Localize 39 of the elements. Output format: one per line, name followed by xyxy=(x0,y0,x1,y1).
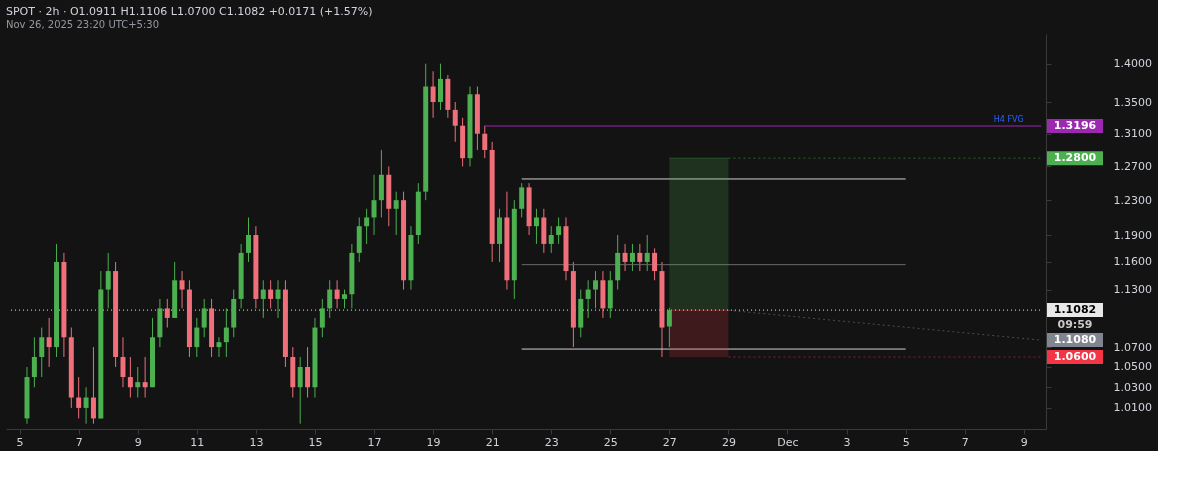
chart-subtitle: Nov 26, 2025 23:20 UTC+5:30 xyxy=(6,19,160,30)
x-tick-label: 25 xyxy=(603,435,618,449)
y-tick-label: 1.3500 xyxy=(1113,95,1152,109)
y-tick-label: 1.0300 xyxy=(1113,380,1152,394)
x-tick-label: Dec xyxy=(777,435,799,449)
annotation: 1.0600 xyxy=(1053,349,1097,363)
x-tick-label: 27 xyxy=(662,435,677,449)
x-tick-label: 29 xyxy=(721,435,736,449)
x-tick-label: 3 xyxy=(843,435,851,449)
x-tick-label: 21 xyxy=(485,435,500,449)
x-tick-label: 9 xyxy=(134,435,142,449)
y-tick-label: 1.0500 xyxy=(1113,360,1152,374)
x-tick-label: 9 xyxy=(1020,435,1028,449)
x-tick-label: 7 xyxy=(961,435,969,449)
y-tick-label: 1.0700 xyxy=(1113,340,1152,354)
y-tick-label: 1.1300 xyxy=(1113,283,1152,297)
annotation: H4 FVG xyxy=(993,115,1024,125)
y-tick-label: 1.1900 xyxy=(1113,228,1152,242)
y-tick-label: 1.0100 xyxy=(1113,401,1152,415)
x-tick-label: 23 xyxy=(544,435,559,449)
x-tick-label: 19 xyxy=(426,435,441,449)
x-tick-label: 5 xyxy=(902,435,910,449)
x-tick-label: 13 xyxy=(249,435,264,449)
annotation: 1.3196 xyxy=(1053,119,1097,133)
x-tick-label: 17 xyxy=(367,435,382,449)
y-tick-label: 1.4000 xyxy=(1113,57,1152,71)
annotation: 1.1080 xyxy=(1053,333,1097,347)
x-tick-label: 7 xyxy=(75,435,83,449)
chart-title: SPOT · 2h · O1.0911 H1.1106 L1.0700 C1.1082 +0.0171 (+1.57%) xyxy=(6,5,373,18)
text: 09:59 xyxy=(1057,318,1093,332)
y-tick-label: 1.2300 xyxy=(1113,193,1152,207)
ref-line-label: 1.1082 xyxy=(1053,303,1097,317)
x-tick-label: 11 xyxy=(190,435,205,449)
y-tick-label: 1.1600 xyxy=(1113,255,1152,269)
annotation: 1.2800 xyxy=(1053,151,1097,165)
x-tick-label: 15 xyxy=(308,435,323,449)
y-tick-label: 1.3100 xyxy=(1113,127,1152,141)
x-tick-label: 5 xyxy=(16,435,24,449)
y-tick-label: 1.2700 xyxy=(1113,159,1152,173)
